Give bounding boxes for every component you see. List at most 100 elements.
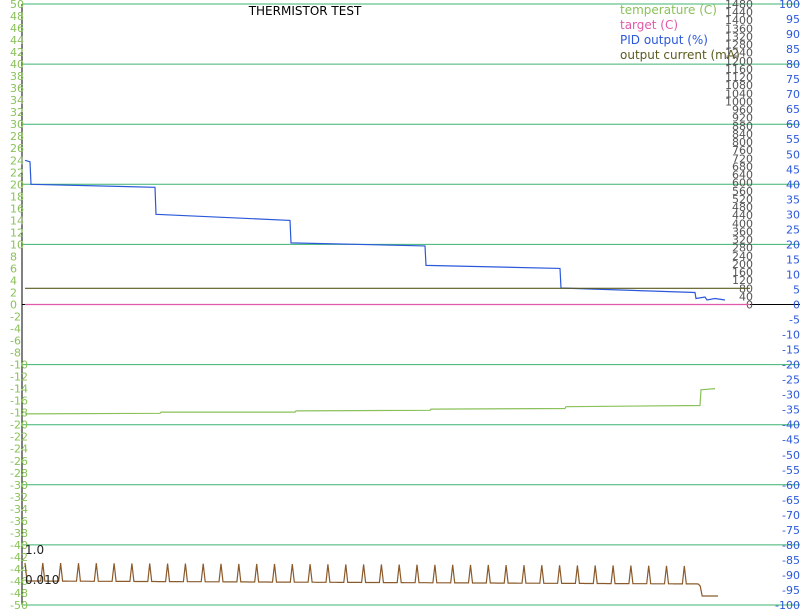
mid-tick-label: 680 xyxy=(732,160,753,173)
series-line-4 xyxy=(24,562,718,597)
series-line-0 xyxy=(24,388,716,415)
right-tick-label: -25 xyxy=(782,374,800,387)
axis-left-layer: 5048464442403836343230282624222018161412… xyxy=(10,0,28,611)
right-tick-label: -90 xyxy=(782,569,800,582)
axis-right-layer: 1009590858075706560555045403530252015105… xyxy=(775,0,800,611)
left-tick-label: 12 xyxy=(10,226,24,239)
mid-tick-label: 920 xyxy=(732,112,753,125)
mid-tick-label: 1280 xyxy=(725,39,753,52)
mid-tick-label: 560 xyxy=(732,185,753,198)
right-tick-label: -5 xyxy=(789,314,800,327)
left-tick-label: -26 xyxy=(10,455,28,468)
left-tick-label: -10 xyxy=(10,359,28,372)
mid-tick-label: 1080 xyxy=(725,79,753,92)
mid-tick-label: 760 xyxy=(732,144,753,157)
left-tick-label: -34 xyxy=(10,503,28,516)
right-tick-label: -50 xyxy=(782,449,800,462)
mid-tick-label: 1320 xyxy=(725,30,753,43)
right-tick-label: -80 xyxy=(782,539,800,552)
right-tick-label: -15 xyxy=(782,344,800,357)
mid-tick-label: 1160 xyxy=(725,63,753,76)
mid-tick-label: 1240 xyxy=(725,47,753,60)
right-tick-label: 20 xyxy=(786,238,800,251)
left-tick-label: 48 xyxy=(10,10,24,23)
right-tick-label: 10 xyxy=(786,268,800,281)
mid-tick-label: 160 xyxy=(732,266,753,279)
left-tick-label: -2 xyxy=(10,311,21,324)
left-tick-label: 18 xyxy=(10,190,24,203)
left-tick-label: -28 xyxy=(10,467,28,480)
left-tick-label: -6 xyxy=(10,335,21,348)
left-tick-label: -44 xyxy=(10,563,28,576)
left-tick-label: 34 xyxy=(10,94,24,107)
left-tick-label: 28 xyxy=(10,130,24,143)
left-tick-label: -38 xyxy=(10,527,28,540)
mid-tick-label: 1440 xyxy=(725,6,753,19)
mid-tick-label: 960 xyxy=(732,104,753,117)
right-tick-label: 60 xyxy=(786,118,800,131)
left-tick-label: -36 xyxy=(10,515,28,528)
left-tick-label: 24 xyxy=(10,154,24,167)
mid-tick-label: 1200 xyxy=(725,55,753,68)
right-tick-label: 85 xyxy=(786,43,800,56)
mid-tick-label: 520 xyxy=(732,193,753,206)
left-tick-label: 22 xyxy=(10,166,24,179)
left-tick-label: 14 xyxy=(10,214,24,227)
left-tick-label: 46 xyxy=(10,22,24,35)
left-tick-label: 38 xyxy=(10,70,24,83)
left-tick-label: 0 xyxy=(10,299,17,312)
left-tick-label: 26 xyxy=(10,142,24,155)
mid-tick-label: 320 xyxy=(732,234,753,247)
mid-tick-label: 600 xyxy=(732,177,753,190)
mid-tick-label: 1480 xyxy=(725,0,753,11)
right-tick-label: -60 xyxy=(782,479,800,492)
left-tick-label: 8 xyxy=(10,250,17,263)
left-tick-label: 6 xyxy=(10,262,17,275)
right-tick-label: -95 xyxy=(782,584,800,597)
right-tick-label: -70 xyxy=(782,509,800,522)
mid-tick-label: 880 xyxy=(732,120,753,133)
mid-tick-label: 240 xyxy=(732,250,753,263)
left-tick-label: 20 xyxy=(10,178,24,191)
right-tick-label: 35 xyxy=(786,193,800,206)
right-tick-label: -20 xyxy=(782,359,800,372)
left-tick-label: -22 xyxy=(10,431,28,444)
right-tick-label: -75 xyxy=(782,524,800,537)
series-layer xyxy=(24,159,750,597)
left-tick-label: 36 xyxy=(10,82,24,95)
left-tick-label: -46 xyxy=(10,575,28,588)
left-tick-label: 2 xyxy=(10,286,17,299)
legend-entry: temperature (C) xyxy=(620,3,717,17)
mid-tick-label: 840 xyxy=(732,128,753,141)
right-tick-label: 100 xyxy=(779,0,800,11)
right-tick-label: -55 xyxy=(782,464,800,477)
mid-tick-label: 720 xyxy=(732,152,753,165)
left-tick-label: -48 xyxy=(10,587,28,600)
right-tick-label: 90 xyxy=(786,28,800,41)
right-tick-label: 65 xyxy=(786,103,800,116)
left-tick-label: -32 xyxy=(10,491,28,504)
legend-entry: PID output (%) xyxy=(620,33,708,47)
right-tick-label: -10 xyxy=(782,329,800,342)
left-tick-label: -24 xyxy=(10,443,28,456)
left-tick-label: -12 xyxy=(10,371,28,384)
left-tick-label: 44 xyxy=(10,34,24,47)
left-tick-label: -4 xyxy=(10,323,21,336)
legend-entry: target (C) xyxy=(620,18,678,32)
left-tick-label: 10 xyxy=(10,238,24,251)
left-tick-label: -8 xyxy=(10,347,21,360)
legend-layer: temperature (C)target (C)PID output (%)o… xyxy=(620,3,740,62)
left-tick-label: -14 xyxy=(10,383,28,396)
annotation-value-2: 0.010 xyxy=(25,573,59,587)
mid-tick-label: 360 xyxy=(732,225,753,238)
left-tick-label: -30 xyxy=(10,479,28,492)
right-tick-label: 30 xyxy=(786,208,800,221)
left-tick-label: 16 xyxy=(10,202,24,215)
right-tick-label: 40 xyxy=(786,178,800,191)
left-tick-label: 30 xyxy=(10,118,24,131)
mid-tick-label: 440 xyxy=(732,209,753,222)
right-tick-label: 5 xyxy=(793,283,800,296)
mid-tick-label: 480 xyxy=(732,201,753,214)
left-tick-label: -40 xyxy=(10,539,28,552)
